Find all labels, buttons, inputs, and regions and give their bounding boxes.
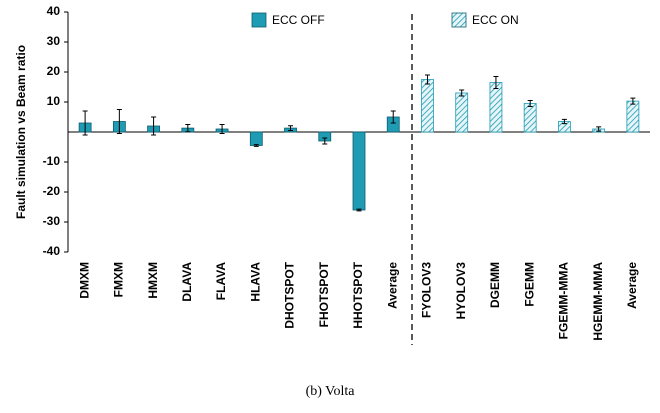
x-tick-label: DMXM xyxy=(77,262,91,299)
x-tick-label: DHOTSPOT xyxy=(283,261,297,328)
error-bar xyxy=(527,100,533,107)
x-tick-label: FGEMM-MMA xyxy=(557,262,571,340)
x-tick-label: HYOLOV3 xyxy=(454,262,468,320)
error-bar xyxy=(493,76,499,89)
y-tick-label: 40 xyxy=(47,4,61,18)
x-tick-label: HLAVA xyxy=(248,262,262,302)
y-tick-label: 30 xyxy=(47,34,61,48)
bar xyxy=(421,79,434,133)
bar xyxy=(489,82,503,133)
error-bar xyxy=(151,116,157,136)
legend-swatch xyxy=(251,12,267,28)
y-tick-label: -20 xyxy=(43,184,61,198)
bar xyxy=(523,103,537,133)
x-tick-label: Average xyxy=(625,262,639,309)
error-bar xyxy=(424,74,430,85)
error-bar xyxy=(219,124,225,134)
error-bar xyxy=(82,110,88,136)
x-tick-label: Average xyxy=(385,262,399,309)
bar xyxy=(455,92,469,133)
x-tick-label: FLAVA xyxy=(214,262,228,301)
x-tick-label: DLAVA xyxy=(180,262,194,302)
error-bar xyxy=(561,118,567,125)
bar xyxy=(626,100,640,133)
x-tick-label: FGEMM xyxy=(522,262,536,307)
x-tick-label: FMXM xyxy=(112,262,126,297)
x-tick-label: FHOTSPOT xyxy=(317,261,331,327)
y-axis-label: Fault simulation vs Beam ratio xyxy=(14,45,28,219)
x-tick-label: HGEMM-MMA xyxy=(591,262,605,341)
error-bar xyxy=(253,144,259,147)
error-bar xyxy=(390,110,396,124)
legend-swatch xyxy=(451,12,467,28)
x-tick-label: FYOLOV3 xyxy=(420,262,434,318)
y-tick-label: 10 xyxy=(47,94,61,108)
error-bar xyxy=(596,126,602,132)
error-bar xyxy=(356,208,362,212)
y-tick-label: 20 xyxy=(47,64,61,78)
x-tick-label: DGEMM xyxy=(488,262,502,308)
error-bar xyxy=(288,125,294,131)
error-bar xyxy=(322,137,328,145)
legend-label: ECC OFF xyxy=(272,13,325,27)
y-tick-label: -30 xyxy=(43,214,61,228)
x-tick-label: HHOTSPOT xyxy=(351,261,365,328)
bar xyxy=(249,131,263,146)
error-bar xyxy=(630,97,636,105)
y-tick-label: -10 xyxy=(43,154,61,168)
caption: (b) Volta xyxy=(306,384,356,399)
y-tick-label: -40 xyxy=(43,244,61,258)
error-bar xyxy=(116,109,122,134)
bar xyxy=(352,131,366,211)
x-tick-label: HMXM xyxy=(146,262,160,299)
legend-label: ECC ON xyxy=(472,13,519,27)
error-bar xyxy=(459,89,465,97)
error-bar xyxy=(185,124,191,133)
